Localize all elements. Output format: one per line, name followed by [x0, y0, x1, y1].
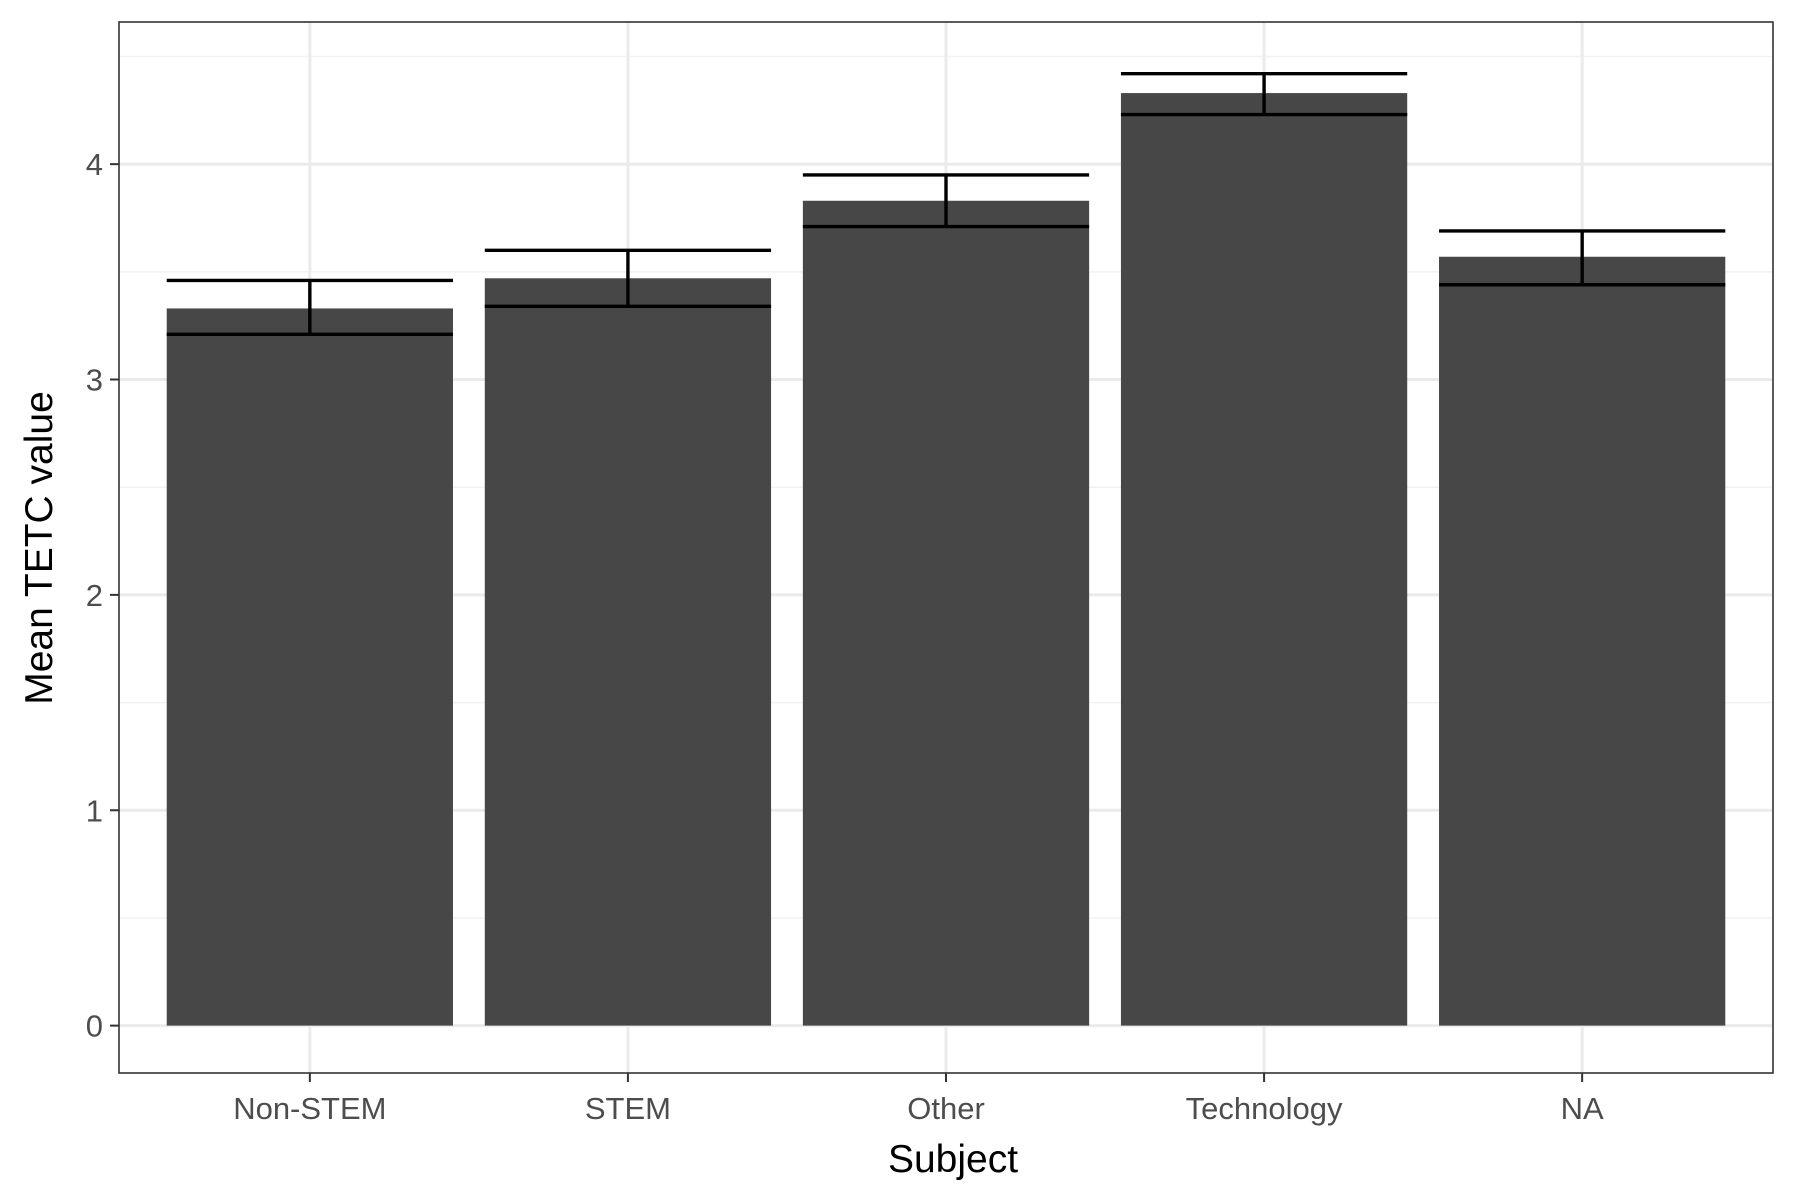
x-axis: Non-STEM STEM Other Technology NA: [233, 1073, 1604, 1126]
x-tick-label: STEM: [585, 1091, 671, 1126]
error-bar: [802, 173, 1090, 229]
error-bar: [484, 248, 772, 308]
bar: [1120, 93, 1408, 1026]
y-tick-label: 1: [86, 793, 103, 828]
y-tick-label: 3: [86, 363, 103, 398]
y-tick-label: 0: [86, 1009, 103, 1044]
x-tick-label: Technology: [1186, 1091, 1343, 1126]
x-tick-label: Other: [907, 1091, 985, 1126]
x-tick-label: NA: [1561, 1091, 1604, 1126]
y-tick-label: 4: [86, 147, 103, 182]
x-tick-label: Non-STEM: [233, 1091, 386, 1126]
error-bars: [166, 71, 1726, 336]
y-axis: 0 1 2 3 4: [86, 147, 119, 1044]
y-tick-label: 2: [86, 578, 103, 613]
bar: [802, 200, 1090, 1026]
y-axis-title: Mean TETC value: [18, 391, 61, 705]
x-axis-title: Subject: [888, 1138, 1018, 1181]
bar: [166, 308, 453, 1026]
error-bar: [1439, 229, 1726, 287]
error-bar: [166, 278, 453, 336]
bars: [166, 93, 1726, 1026]
bar: [1439, 256, 1726, 1026]
error-bar: [1120, 71, 1408, 117]
bar: [484, 278, 772, 1026]
